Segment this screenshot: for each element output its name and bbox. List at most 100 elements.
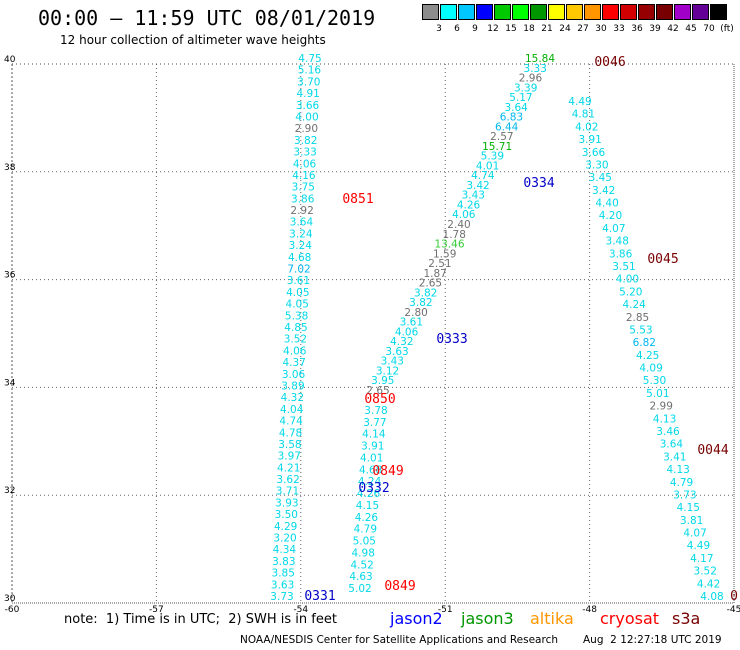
wave-height-value: 4.00	[616, 274, 639, 286]
wave-height-value: 4.29	[274, 521, 297, 533]
wave-height-value: 4.34	[273, 544, 297, 556]
color-scale-label: 45	[685, 24, 697, 34]
color-scale-swatch	[494, 4, 511, 20]
wave-height-value: 2.65	[366, 385, 389, 397]
wave-height-value: 3.82	[294, 135, 317, 147]
color-scale-swatch	[422, 4, 439, 20]
altimeter-tracks: 4.755.163.704.913.664.002.903.823.334.06…	[270, 53, 723, 603]
wave-height-value: 4.09	[639, 363, 662, 375]
wave-height-value: 3.43	[462, 190, 485, 202]
pass-time-label: 0334	[523, 176, 554, 191]
color-scale-swatch	[566, 4, 583, 20]
wave-height-value: 3.66	[582, 147, 606, 159]
color-scale-label: 27	[577, 24, 589, 34]
wave-height-value: 3.46	[656, 426, 680, 438]
wave-height-value: 4.04	[280, 404, 304, 416]
pass-time-label: 0331	[304, 589, 335, 604]
page-title: 00:00 – 11:59 UTC 08/01/2019	[38, 6, 376, 30]
wave-height-value: 3.24	[289, 240, 313, 252]
pass-time-label: 0332	[358, 481, 389, 496]
map-axis-labels: -60 -57 -54 -51 -48 -45 30 32 34 36 38 40	[4, 55, 740, 615]
lon-tick-label: -60	[5, 605, 20, 615]
color-scale-swatch	[440, 4, 457, 20]
color-scale-label: 33	[613, 24, 625, 34]
wave-height-value: 4.79	[354, 524, 377, 536]
wave-height-value: 4.26	[457, 199, 481, 211]
wave-height-value: 4.74	[471, 170, 495, 182]
lat-tick-label: 30	[4, 594, 16, 604]
wave-height-value: 3.83	[272, 556, 295, 568]
lat-tick-label: 38	[4, 163, 16, 173]
wave-height-value: 3.78	[364, 405, 387, 417]
wave-height-value: 5.02	[348, 583, 371, 595]
wave-height-value: 4.26	[357, 488, 381, 500]
lat-tick-label: 34	[4, 378, 16, 388]
wave-height-value: 3.20	[273, 533, 296, 545]
pass-time-label: 0849	[372, 464, 403, 479]
satellite-legend-cryosat: cryosat	[600, 609, 660, 628]
pass-time-label: 0045	[647, 252, 678, 267]
wave-height-value: 4.14	[362, 429, 386, 441]
wave-height-value: 2.92	[290, 205, 313, 217]
lat-tick-label: 32	[4, 486, 15, 496]
wave-height-value: 3.42	[592, 185, 615, 197]
color-scale-label: 36	[631, 24, 643, 34]
wave-height-value: 3.77	[363, 417, 386, 429]
satellite-legend-jason3: jason3	[461, 609, 514, 628]
wave-height-value: 4.98	[352, 547, 375, 559]
wave-height-value: 4.37	[282, 357, 305, 369]
color-scale-swatch	[584, 4, 601, 20]
wave-height-value: 4.32	[390, 336, 413, 348]
wave-height-value: 5.38	[285, 310, 308, 322]
wave-height-value: 3.86	[609, 248, 633, 260]
wave-height-value: 4.06	[283, 345, 307, 357]
wave-height-value: 3.91	[361, 441, 384, 453]
color-scale-label: 42	[667, 24, 679, 34]
wave-height-value: 2.99	[650, 401, 673, 413]
wave-height-value: 3.33	[524, 63, 547, 75]
wave-height-value: 2.80	[404, 307, 427, 319]
wave-height-value: 4.85	[284, 322, 307, 334]
wave-height-value: 4.13	[653, 413, 676, 425]
satellite-legend-jason2: jason2	[390, 609, 443, 628]
wave-height-value: 3.73	[673, 489, 696, 501]
color-scale-swatch	[692, 4, 709, 20]
wave-height-value: 4.81	[572, 109, 595, 121]
color-scale-swatch	[710, 4, 727, 20]
color-scale-swatch	[548, 4, 565, 20]
wave-height-value: 4.32	[281, 392, 304, 404]
color-scale-label: 39	[649, 24, 661, 34]
wave-height-value: 4.79	[670, 477, 693, 489]
wave-height-value: 3.82	[409, 297, 432, 309]
wave-height-value: 3.62	[276, 474, 299, 486]
pass-time-label: 0044	[697, 443, 728, 458]
wave-height-value: 4.91	[296, 88, 319, 100]
wave-height-value: 4.24	[622, 299, 646, 311]
wave-height-value: 5.01	[646, 388, 669, 400]
color-scale-swatch	[602, 4, 619, 20]
wave-height-value: 4.75	[298, 53, 321, 65]
wave-height-value: 3.43	[381, 356, 404, 368]
wave-height-value: 1.59	[433, 248, 456, 260]
pass-labels: 0851 0850 0849 0849 0331 0332 0333 0334 0046 0045…	[304, 55, 738, 604]
wave-height-value: 3.52	[284, 334, 307, 346]
wave-height-value: 4.15	[356, 500, 379, 512]
wave-height-value: 5.16	[298, 65, 322, 77]
wave-height-value: 4.15	[677, 502, 700, 514]
wave-height-value: 2.51	[428, 258, 451, 270]
wave-height-value: 3.81	[680, 515, 703, 527]
wave-height-value: 2.57	[490, 131, 513, 143]
color-scale-label: 3	[436, 24, 442, 34]
wave-height-value: 13.46	[434, 239, 464, 251]
wave-height-value: 6.44	[495, 121, 519, 133]
wave-height-value: 4.05	[286, 287, 309, 299]
color-scale-swatch	[638, 4, 655, 20]
wave-height-value: 4.26	[355, 512, 379, 524]
lon-tick-label: -57	[149, 605, 164, 615]
wave-height-value: 4.63	[349, 571, 372, 583]
wave-height-value: 4.02	[575, 121, 598, 133]
wave-height-value: 3.86	[291, 193, 315, 205]
wave-height-value: 3.24	[289, 228, 313, 240]
wave-height-value: 4.06	[293, 158, 317, 170]
